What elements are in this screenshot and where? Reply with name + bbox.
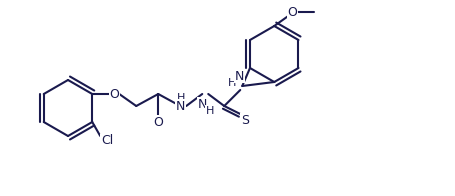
Text: O: O <box>287 5 297 18</box>
Text: H: H <box>228 78 236 88</box>
Text: N: N <box>234 70 243 83</box>
Text: H: H <box>177 93 185 103</box>
Text: H: H <box>206 106 214 116</box>
Text: Cl: Cl <box>101 134 113 148</box>
Text: O: O <box>109 87 119 101</box>
Text: N: N <box>197 97 207 111</box>
Text: N: N <box>175 100 185 113</box>
Text: S: S <box>241 113 249 126</box>
Text: O: O <box>153 115 163 129</box>
